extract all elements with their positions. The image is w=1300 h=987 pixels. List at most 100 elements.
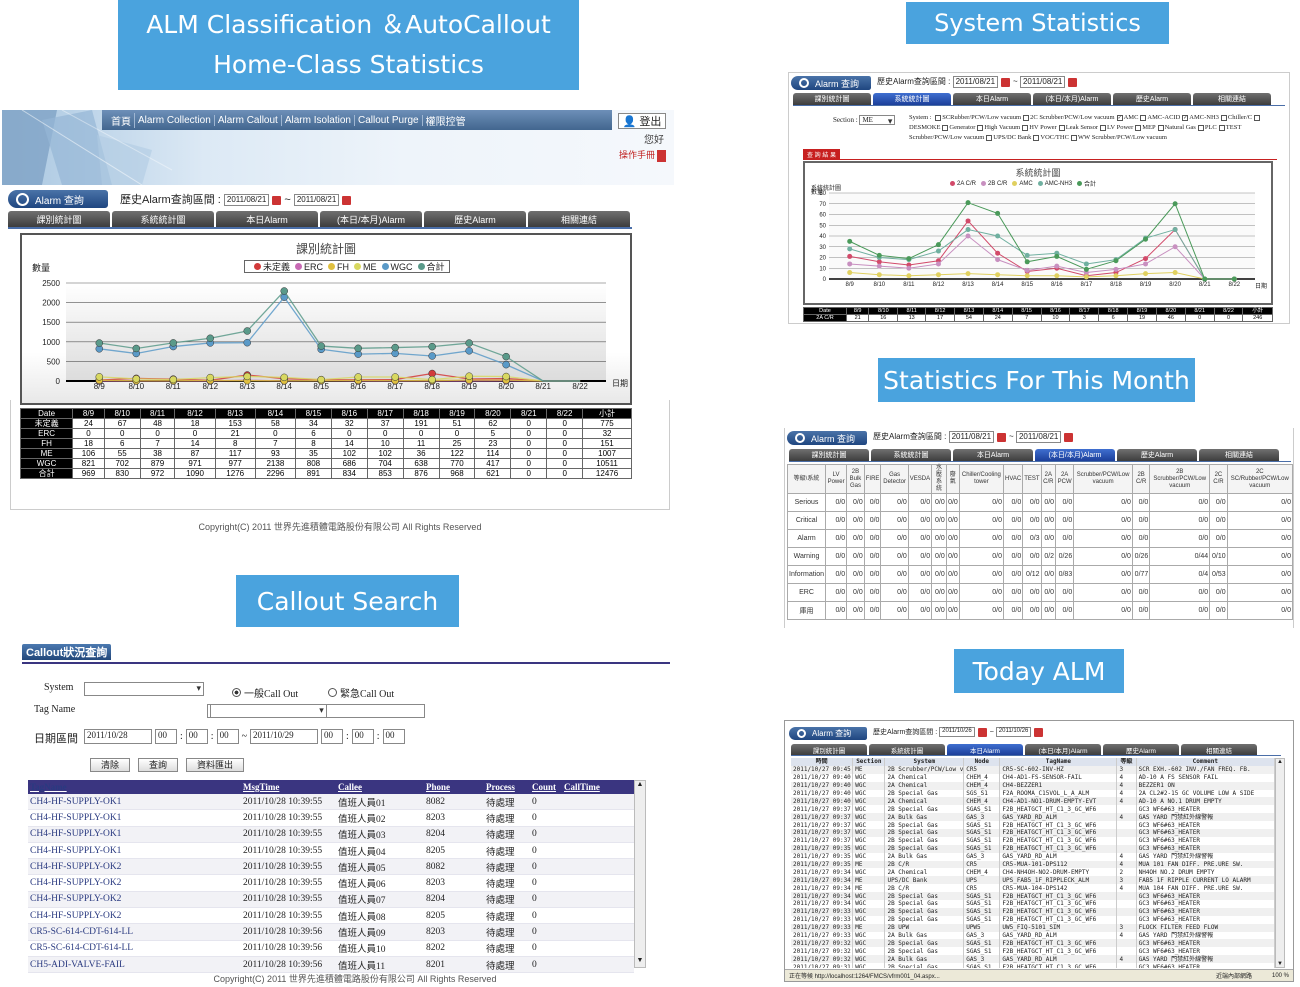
calendar-icon[interactable] <box>977 727 987 737</box>
month-tab-links[interactable]: 相關連結 <box>1199 449 1279 461</box>
today-row[interactable]: 2011/10/27 09:40 WGC 2A Chemical CHEM_4 CH4-… <box>791 781 1275 790</box>
today-tab-history[interactable]: 歷史Alarm <box>1103 744 1179 755</box>
scroll-up-icon[interactable]: ▲ <box>1277 759 1283 765</box>
hour-to[interactable]: 00 <box>320 729 343 744</box>
calendar-icon[interactable] <box>1068 77 1078 87</box>
checkbox-icon[interactable] <box>1022 124 1029 131</box>
sec-to[interactable]: 00 <box>382 729 405 744</box>
today-tab-links[interactable]: 相關連結 <box>1181 744 1257 755</box>
sys-tab-system[interactable]: 系統統計圖 <box>873 93 951 105</box>
today-row[interactable]: 2011/10/27 09:35 ME 2B C/R CR5 CR5-MUA-101-D… <box>791 860 1275 869</box>
sys-tab-links[interactable]: 相關連結 <box>1193 93 1271 105</box>
today-row[interactable]: 2011/10/27 09:37 WGC 2A Bulk Gas GAS_3 GAS_Y… <box>791 813 1275 822</box>
month-tab-month[interactable]: (本日/本月)Alarm <box>1035 449 1115 461</box>
checkbox-icon[interactable] <box>1157 124 1164 131</box>
checkbox-icon[interactable] <box>1100 124 1107 131</box>
callout-row[interactable]: CH4-HF-SUPPLY-OK1 2011/10/28 10:39:55 值班人員… <box>28 826 634 843</box>
calendar-icon[interactable] <box>997 432 1007 442</box>
today-row[interactable]: 2011/10/27 09:35 WGC 2B Special Gas SGAS_S1… <box>791 844 1275 853</box>
callout-row[interactable]: CH5-ADI-VALVE-FAIL 2011/10/28 10:39:56 值班人… <box>28 956 634 974</box>
callout-date-to[interactable]: 2011/10/29 <box>249 729 318 744</box>
month-tab-history[interactable]: 歷史Alarm <box>1117 449 1197 461</box>
nav-alarm-isolation[interactable]: Alarm Isolation <box>282 114 355 126</box>
col-callee[interactable]: Callee <box>338 782 362 792</box>
checkbox-icon[interactable] <box>1033 134 1040 141</box>
checkbox-icon[interactable] <box>1070 134 1077 141</box>
logout-button[interactable]: 👤 登出 <box>618 113 666 129</box>
col-msgtime[interactable]: MsgTime <box>243 782 280 792</box>
today-tab-today[interactable]: 本日Alarm <box>947 744 1023 755</box>
clear-button[interactable]: 清除 <box>90 758 131 772</box>
today-row[interactable]: 2011/10/27 09:40 WGC 2B Special Gas SGS_S1 F… <box>791 789 1275 798</box>
nav-permission[interactable]: 權限控管 <box>425 116 466 128</box>
sys-tab-history[interactable]: 歷史Alarm <box>1113 93 1191 105</box>
zoom-level[interactable]: 100 % <box>1271 972 1289 979</box>
checkbox-icon[interactable] <box>942 124 949 131</box>
today-row[interactable]: 2011/10/27 09:33 ME 2B UPW UPW5 UW5_FIQ-5101… <box>791 923 1275 932</box>
today-row[interactable]: 2011/10/27 09:34 ME 2B C/R CR5 CR5-MUA-104-D… <box>791 884 1275 893</box>
today-row[interactable]: 2011/10/27 09:31 WGC 2B Special Gas SGAS_S1… <box>791 963 1275 968</box>
month-tab-system[interactable]: 系統統計圖 <box>871 449 951 461</box>
normal-callout-radio[interactable]: 一般Call Out <box>232 685 298 700</box>
callout-row[interactable]: CH4-HF-SUPPLY-OK2 2011/10/28 10:39:55 值班人員… <box>28 875 634 892</box>
today-row[interactable]: 2011/10/27 09:37 WGC 2B Special Gas SGAS_S1… <box>791 821 1275 830</box>
checkbox-icon[interactable] <box>1023 114 1030 121</box>
checkbox-icon[interactable] <box>1058 124 1065 131</box>
col-process[interactable]: Process <box>486 782 515 792</box>
tab-month-alarm[interactable]: (本日/本月)Alarm <box>320 211 422 227</box>
today-tab-month[interactable]: (本日/本月)Alarm <box>1025 744 1101 755</box>
today-tab-dept[interactable]: 課別統計圖 <box>791 744 867 755</box>
query-button[interactable]: 查詢 <box>138 758 179 772</box>
date-to-input[interactable]: 2011/08/21 <box>293 194 340 207</box>
month-tab-dept[interactable]: 課別統計圖 <box>789 449 869 461</box>
tab-links[interactable]: 相關連結 <box>528 211 630 227</box>
nav-alarm-collection[interactable]: Alarm Collection <box>135 114 215 126</box>
today-scrollbar[interactable]: ▲ ▼ <box>1275 758 1285 968</box>
today-row[interactable]: 2011/10/27 09:34 WGC 2A Chemical CHEM_4 CH4-… <box>791 868 1275 877</box>
month-date-from[interactable]: 2011/08/21 <box>948 431 995 443</box>
scroll-down-icon[interactable]: ▼ <box>1277 961 1283 967</box>
col-count[interactable]: Count <box>532 782 557 792</box>
calendar-icon[interactable] <box>272 195 282 205</box>
tab-today-alarm[interactable]: 本日Alarm <box>216 211 318 227</box>
section-select[interactable]: ME <box>859 115 896 127</box>
col-calltime[interactable]: CallTime <box>564 782 600 792</box>
checkbox-icon[interactable] <box>1135 124 1142 131</box>
callout-row[interactable]: CH4-HF-SUPPLY-OK1 2011/10/28 10:39:55 值班人員… <box>28 843 634 860</box>
month-tab-today[interactable]: 本日Alarm <box>953 449 1033 461</box>
nav-alarm-callout[interactable]: Alarm Callout <box>215 114 282 126</box>
calendar-icon[interactable] <box>1064 432 1074 442</box>
today-row[interactable]: 2011/10/27 09:32 WGC 2B Special Gas SGAS_S1… <box>791 939 1275 948</box>
today-date-from[interactable]: 2011/10/26 <box>939 727 975 738</box>
sys-tab-today[interactable]: 本日Alarm <box>953 93 1031 105</box>
col-tagname[interactable]: TagName <box>30 782 67 792</box>
checkbox-icon[interactable] <box>977 124 984 131</box>
today-row[interactable]: 2011/10/27 09:40 WGC 2A Chemical CHEM_4 CH4-… <box>791 797 1275 806</box>
calendar-icon[interactable] <box>342 195 352 205</box>
scroll-up-icon[interactable]: ▲ <box>636 781 644 788</box>
manual-link[interactable]: 操作手冊 <box>619 148 667 162</box>
today-tab-system[interactable]: 系統統計圖 <box>869 744 945 755</box>
callout-scrollbar[interactable]: ▲ ▼ <box>634 780 646 968</box>
callout-date-from[interactable]: 2011/10/28 <box>84 729 152 744</box>
checkbox-icon[interactable] <box>1197 124 1204 131</box>
today-row[interactable]: 2011/10/27 09:37 WGC 2B Special Gas SGAS_S1… <box>791 829 1275 837</box>
calendar-icon[interactable] <box>1001 77 1011 87</box>
sys-tab-dept[interactable]: 課別統計圖 <box>793 93 871 105</box>
nav-callout-purge[interactable]: Callout Purge <box>355 114 423 126</box>
sys-query-button[interactable]: 查 詢 結 果 <box>803 149 841 160</box>
min-from[interactable]: 00 <box>185 729 208 744</box>
tab-system-chart[interactable]: 系統統計圖 <box>112 211 214 227</box>
today-row[interactable]: 2011/10/27 09:34 ME UPS/DC Bank UPS UPS_FAB5… <box>791 876 1275 885</box>
tab-dept-chart[interactable]: 課別統計圖 <box>8 211 110 227</box>
today-row[interactable]: 2011/10/27 09:33 WGC 2B Special Gas SGAS_S1… <box>791 915 1275 924</box>
today-row[interactable]: 2011/10/27 09:40 WGC 2A Chemical CHEM_4 CH4-… <box>791 773 1275 782</box>
sec-from[interactable]: 00 <box>216 729 239 744</box>
sys-tab-month[interactable]: (本日/本月)Alarm <box>1033 93 1111 105</box>
date-from-input[interactable]: 2011/08/21 <box>223 194 270 207</box>
callout-row[interactable]: CR5-SC-614-CDT-614-LL 2011/10/28 10:39:56… <box>28 941 634 957</box>
tag-input[interactable] <box>210 704 425 718</box>
scroll-down-icon[interactable]: ▼ <box>636 957 644 964</box>
hour-from[interactable]: 00 <box>155 729 177 744</box>
